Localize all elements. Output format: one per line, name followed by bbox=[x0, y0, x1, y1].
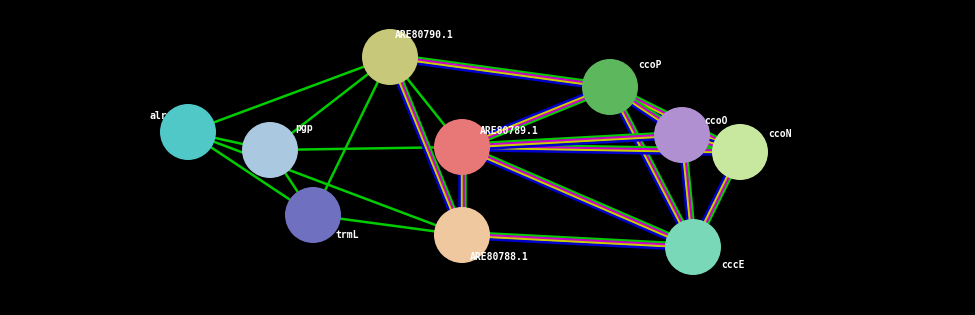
Circle shape bbox=[242, 122, 298, 178]
Text: ARE80790.1: ARE80790.1 bbox=[395, 30, 453, 40]
Text: pgp: pgp bbox=[295, 123, 313, 133]
Circle shape bbox=[285, 187, 341, 243]
Text: ARE80789.1: ARE80789.1 bbox=[480, 126, 539, 136]
Circle shape bbox=[362, 29, 418, 85]
Text: trmL: trmL bbox=[335, 230, 359, 240]
Text: ccoO: ccoO bbox=[704, 116, 727, 126]
Text: ccoN: ccoN bbox=[768, 129, 792, 139]
Circle shape bbox=[434, 119, 490, 175]
Circle shape bbox=[434, 207, 490, 263]
Circle shape bbox=[582, 59, 638, 115]
Circle shape bbox=[160, 104, 216, 160]
Circle shape bbox=[665, 219, 721, 275]
Text: cccE: cccE bbox=[721, 260, 745, 270]
Circle shape bbox=[712, 124, 768, 180]
Text: ARE80788.1: ARE80788.1 bbox=[470, 252, 528, 262]
Text: ccoP: ccoP bbox=[638, 60, 661, 70]
Text: alr: alr bbox=[150, 111, 168, 121]
Circle shape bbox=[654, 107, 710, 163]
